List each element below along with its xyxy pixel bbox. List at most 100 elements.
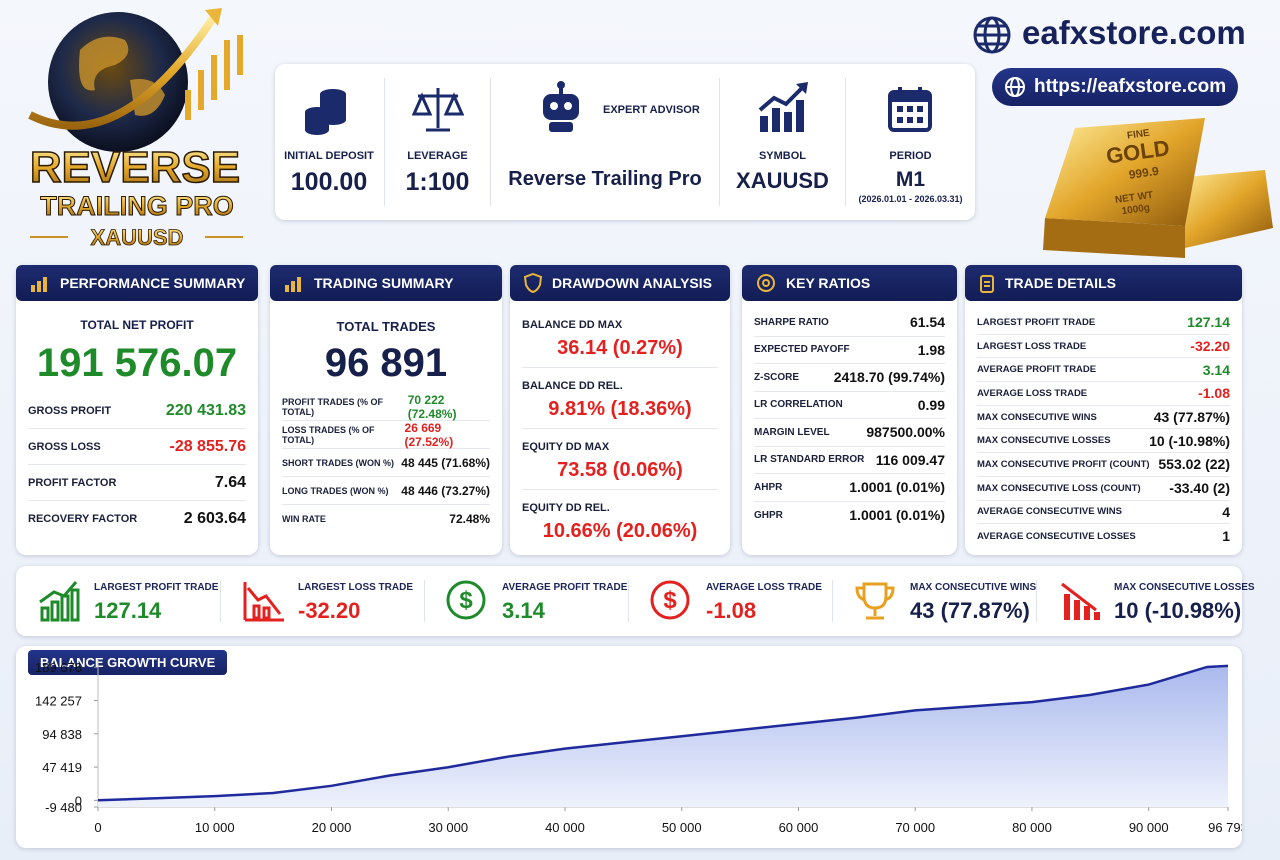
url-text: https://eafxstore.com [1034, 76, 1227, 97]
highlight-icon [1061, 582, 1100, 620]
row-value: 127.14 [1187, 314, 1230, 331]
performance-panel: PERFORMANCE SUMMARY TOTAL NET PROFIT 191… [16, 265, 258, 555]
row-label: LR STANDARD ERROR [754, 454, 865, 466]
highlight-icon: $ [446, 580, 486, 620]
panel-title: TRADE DETAILS [1005, 275, 1116, 291]
separator [220, 580, 221, 622]
row-label: MAX CONSECUTIVE PROFIT (COUNT) [977, 458, 1150, 470]
separator [832, 580, 833, 622]
info-period: PERIOD M1 (2026.01.01 - 2026.03.31) [846, 64, 975, 220]
highlight-icon [39, 581, 80, 622]
row-value: 2 603.64 [183, 510, 246, 527]
row-value: 48 445 (71.68%) [401, 455, 490, 470]
row: RECOVERY FACTOR 2 603.64 [28, 501, 246, 537]
row-value: 1.98 [917, 341, 945, 358]
gold-text: 999.9 [1128, 164, 1160, 182]
row-value: 10.66% (20.06%) [542, 520, 698, 542]
robot-icon [543, 81, 579, 132]
panel-title: PERFORMANCE SUMMARY [60, 275, 246, 291]
info-range: (2026.01.01 - 2026.03.31) [858, 194, 963, 204]
dd-row: EQUITY DD REL. 10.66% (20.06%) [522, 490, 718, 551]
highlight: LARGEST LOSS TRADE -32.20 [220, 566, 424, 636]
separator [424, 580, 425, 622]
gold-text: 1000g [1121, 202, 1151, 217]
headline-value: 191 576.07 [36, 341, 238, 385]
svg-text:$: $ [663, 587, 677, 614]
row-value: 9.81% (18.36%) [548, 398, 692, 420]
info-bar: INITIAL DEPOSIT 100.00 LEVERAGE 1:100 EX… [275, 64, 975, 220]
highlight: $ AVERAGE LOSS TRADE -1.08 [628, 566, 832, 636]
info-deposit: INITIAL DEPOSIT 100.00 [275, 64, 383, 220]
panel-title: KEY RATIOS [786, 275, 871, 291]
site-url[interactable]: https://eafxstore.com [992, 68, 1238, 106]
row-value: 3.14 [1202, 361, 1230, 378]
coins-icon [305, 89, 346, 135]
highlight: MAX CONSECUTIVE LOSSES 10 (-10.98%) [1036, 566, 1255, 636]
row: AVERAGE CONSECUTIVE WINS 4 [977, 501, 1230, 525]
y-tick-label: 47 419 [42, 760, 82, 775]
chart-icon [758, 82, 808, 132]
chart-title: BALANCE GROWTH CURVE [28, 650, 228, 675]
x-tick-label: 70 000 [895, 820, 935, 835]
row-value: 7.64 [214, 473, 246, 491]
row-label: EQUITY DD MAX [522, 441, 610, 453]
row: MAX CONSECUTIVE WINS 43 (77.87%) [977, 406, 1230, 430]
row-label: MAX CONSECUTIVE LOSS (COUNT) [977, 482, 1141, 494]
info-value: 100.00 [290, 168, 368, 196]
chart-card: BALANCE GROWTH CURVE -9 480 0 47 419 94 838… [16, 646, 1242, 848]
row-label: EXPECTED PAYOFF [754, 344, 850, 356]
row-value: 987500.00% [866, 424, 945, 441]
row: GROSS PROFIT 220 431.83 [28, 393, 246, 429]
row-label: RECOVERY FACTOR [28, 513, 138, 525]
row-label: Z-SCORE [754, 371, 799, 383]
details-panel: TRADE DETAILS LARGEST PROFIT TRADE 127.14… [965, 265, 1242, 555]
x-tick-label: 10 000 [195, 820, 235, 835]
dd-row: EQUITY DD MAX 73.58 (0.06%) [522, 429, 718, 490]
highlight-icon: $ [650, 580, 690, 620]
dd-row: BALANCE DD MAX 36.14 (0.27%) [522, 307, 718, 368]
info-label: EXPERT ADVISOR [603, 104, 700, 116]
highlight-value: 43 (77.87%) [910, 598, 1030, 623]
y-tick-label: -9 480 [45, 800, 82, 815]
highlight-label: MAX CONSECUTIVE LOSSES [1114, 582, 1255, 593]
info-value: M1 [895, 168, 926, 191]
row-value: 48 446 (73.27%) [401, 483, 490, 498]
row-value: -1.08 [1198, 385, 1230, 402]
globe-icon [973, 16, 1011, 54]
panel-title: TRADING SUMMARY [314, 275, 454, 291]
row-value: -33.40 (2) [1169, 480, 1230, 497]
row-value: 73.58 (0.06%) [557, 459, 683, 481]
highlight-value: 10 (-10.98%) [1114, 598, 1242, 623]
row: GHPR 1.0001 (0.01%) [754, 502, 945, 530]
highlight-icon [855, 582, 895, 620]
row-label: MAX CONSECUTIVE LOSSES [977, 435, 1111, 447]
row-label: AVERAGE CONSECUTIVE WINS [977, 506, 1122, 518]
area-fill [98, 665, 1228, 807]
row: SHARPE RATIO 61.54 [754, 309, 945, 337]
row: LR STANDARD ERROR 116 009.47 [754, 447, 945, 474]
info-expert: EXPERT ADVISOR Reverse Trailing Pro [491, 64, 719, 220]
row-value: -32.20 [1190, 338, 1230, 355]
y-tick-label: 0 [75, 793, 82, 808]
highlight: LARGEST PROFIT TRADE 127.14 [16, 566, 220, 636]
panel-title: DRAWDOWN ANALYSIS [552, 275, 712, 291]
trading-panel: TRADING SUMMARY TOTAL TRADES 96 891 PROF… [270, 265, 502, 555]
x-tick-label: 0 [94, 820, 101, 835]
info-label: LEVERAGE [407, 150, 468, 162]
logo-symbol: XAUUSD [91, 225, 184, 250]
highlight-value: 3.14 [502, 598, 545, 623]
row-label: LARGEST LOSS TRADE [977, 340, 1087, 352]
row-value: 36.14 (0.27%) [557, 337, 683, 359]
highlight-label: AVERAGE PROFIT TRADE [502, 582, 628, 593]
highlight-label: MAX CONSECUTIVE WINS [910, 582, 1037, 593]
row-label: BALANCE DD MAX [522, 319, 623, 331]
row-label: PROFIT TRADES (% OF TOTAL) [282, 396, 383, 417]
logo-title: REVERSE [30, 143, 240, 192]
x-tick-label: 40 000 [545, 820, 585, 835]
row-value: 0.99 [917, 396, 945, 413]
x-tick-label: 50 000 [662, 820, 702, 835]
gold-text: NET WT [1114, 190, 1153, 206]
separator [628, 580, 629, 622]
row-label: LR CORRELATION [754, 399, 843, 411]
